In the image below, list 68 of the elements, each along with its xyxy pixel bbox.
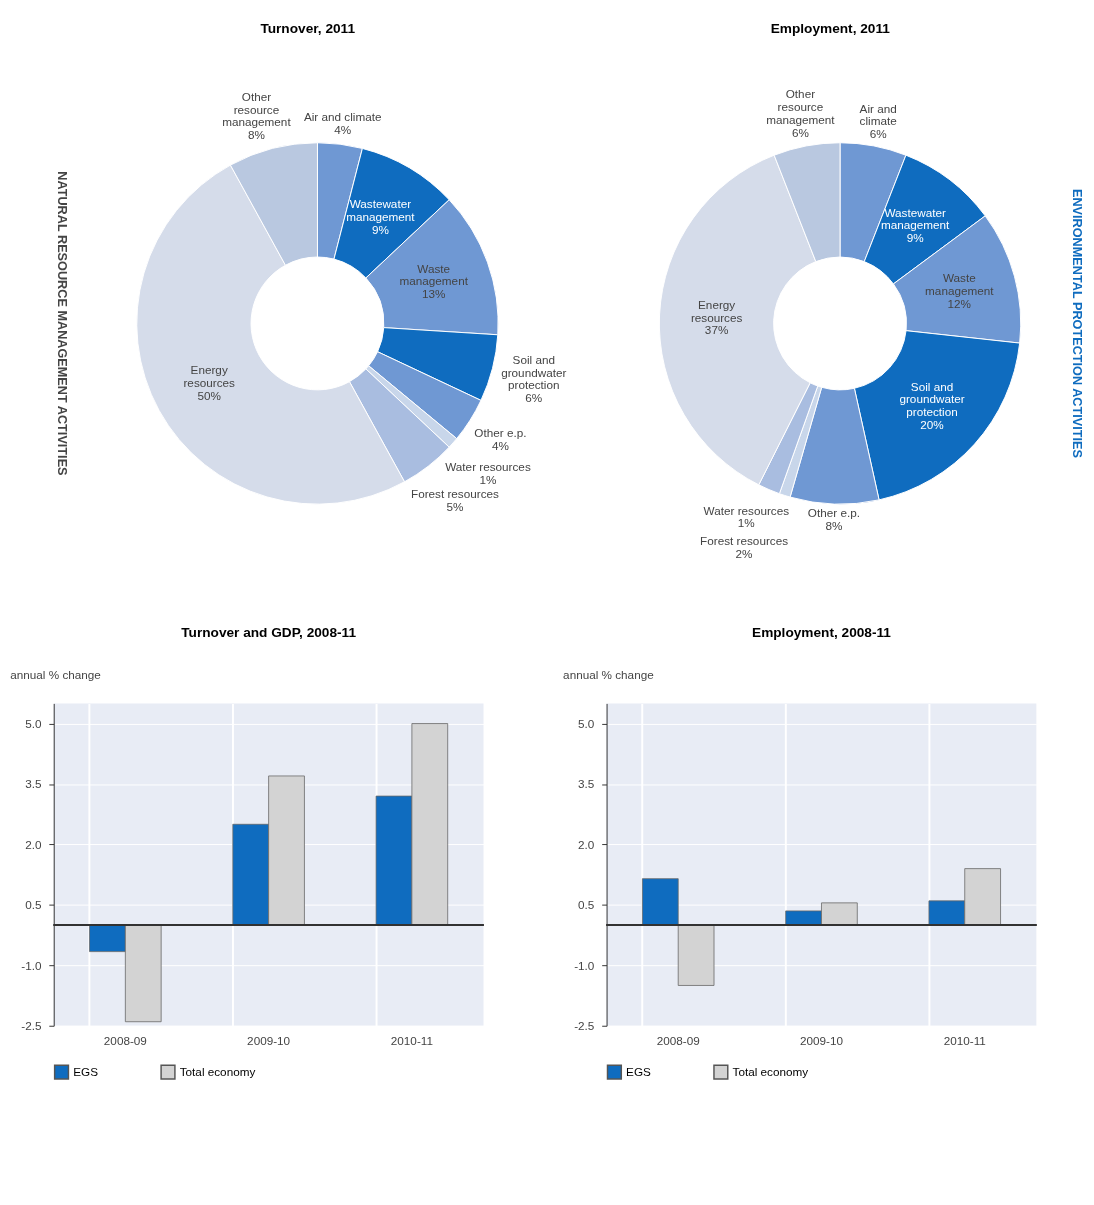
y-tick-label: 5.0 xyxy=(25,716,42,730)
chart-title: Employment, 2011 xyxy=(770,21,891,37)
y-tick-label: -2.5 xyxy=(574,1019,595,1033)
data-label: 20% xyxy=(920,417,944,431)
slice-label: Other e.p. xyxy=(807,506,860,520)
data-label: 13% xyxy=(421,287,446,301)
y-tick-label: 2.0 xyxy=(25,837,42,851)
slice-label: Soil and groundwater protection xyxy=(501,352,567,392)
x-tick-label: 2010-11 xyxy=(390,1033,433,1047)
slice-label: Wastewater management xyxy=(346,197,416,223)
y-tick-label: 5.0 xyxy=(578,716,595,730)
data-label: 1% xyxy=(479,473,497,487)
legend-label: EGS xyxy=(626,1065,652,1079)
slice-label: Energy resources xyxy=(183,363,236,389)
data-label: 9% xyxy=(906,230,924,244)
legend-label: Total economy xyxy=(179,1065,256,1079)
slice-label: Water resources xyxy=(703,503,790,517)
x-tick-label: 2010-11 xyxy=(943,1033,986,1047)
bar xyxy=(677,924,715,986)
y-tick-label: 3.5 xyxy=(25,777,42,791)
slice-label: Forest resources xyxy=(700,534,789,548)
data-label: 6% xyxy=(525,390,543,404)
slice-label: Waste management xyxy=(925,271,995,298)
data-label: 12% xyxy=(947,296,972,310)
slice-label: Waste management xyxy=(399,261,469,288)
y-axis-title: annual % change xyxy=(10,668,101,682)
chart-title: Turnover, 2011 xyxy=(260,21,356,37)
y-tick-label: -1.0 xyxy=(574,958,595,972)
data-label: 50% xyxy=(197,388,221,402)
legend-label: Total economy xyxy=(732,1065,809,1079)
slice-label: Wastewater management xyxy=(880,205,951,232)
slice-label: Forest resources xyxy=(410,487,500,501)
x-tick-label: 2008-09 xyxy=(656,1033,700,1047)
y-tick-label: 2.0 xyxy=(578,837,595,851)
y-axis-title: annual % change xyxy=(563,668,654,682)
chart-title: Employment, 2008-11 xyxy=(752,624,892,640)
data-label: 6% xyxy=(791,125,809,139)
text: NATURAL RESOURCE MANAGEMENT ACTIVITIES xyxy=(54,171,69,476)
data-label: 4% xyxy=(334,122,352,136)
data-label: 37% xyxy=(704,323,729,337)
slice-label: Energy resources xyxy=(690,297,743,324)
data-label: 2% xyxy=(735,546,753,560)
data-label: 8% xyxy=(825,518,843,532)
slice-label: Water resources xyxy=(445,460,531,474)
x-tick-label: 2008-09 xyxy=(103,1033,147,1047)
text: ENVIRONMENTAL PROTECTION ACTIVITIES xyxy=(1069,188,1084,458)
slice-label: Air and climate xyxy=(303,110,382,124)
data-label: 1% xyxy=(737,516,755,530)
data-label: 8% xyxy=(247,128,265,142)
data-label: 9% xyxy=(371,222,389,236)
slice-label: Air and climate xyxy=(859,101,897,128)
x-tick-label: 2009-10 xyxy=(247,1033,291,1047)
y-tick-label: -2.5 xyxy=(21,1019,42,1033)
y-tick-label: -1.0 xyxy=(21,958,42,972)
y-tick-label: 3.5 xyxy=(578,777,595,791)
slice-label: Other resource management xyxy=(222,89,292,129)
x-tick-label: 2009-10 xyxy=(799,1033,844,1047)
slice-label: Soil and groundwater protection xyxy=(899,379,965,419)
slice-label: Other resource management xyxy=(766,87,836,126)
slice-label: Other e.p. xyxy=(474,426,527,440)
data-label: 5% xyxy=(446,499,464,513)
y-tick-label: 0.5 xyxy=(25,898,42,912)
bar xyxy=(642,878,679,926)
legend-label: EGS xyxy=(73,1065,99,1079)
y-tick-label: 0.5 xyxy=(578,898,595,912)
data-label: 6% xyxy=(869,127,887,141)
data-label: 4% xyxy=(491,438,509,452)
chart-title: Turnover and GDP, 2008-11 xyxy=(181,624,357,640)
